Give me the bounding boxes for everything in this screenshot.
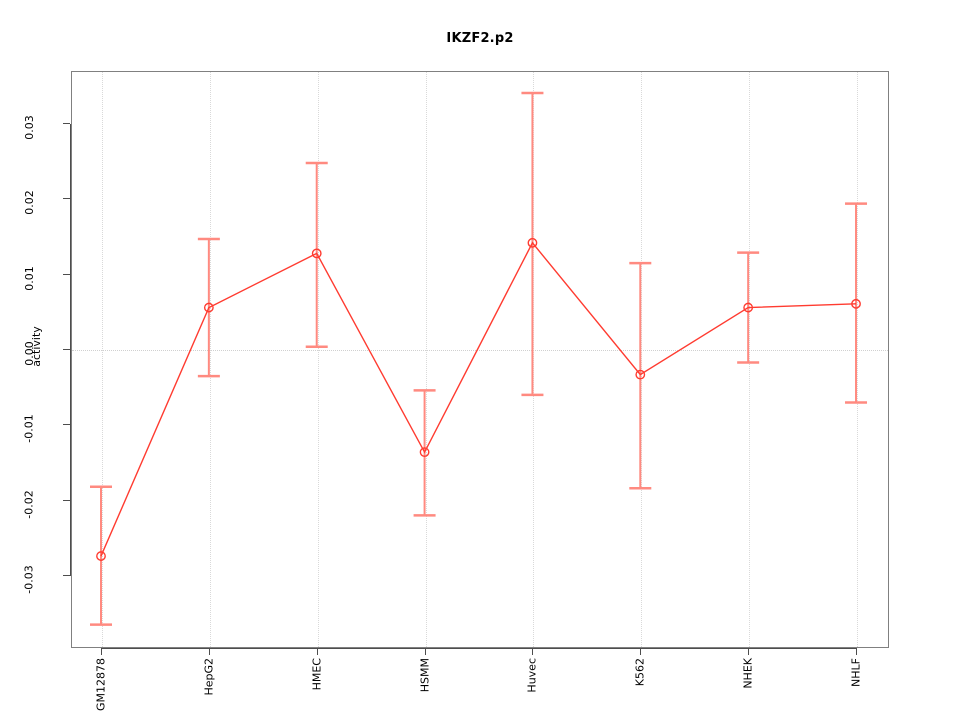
vertical-gridline	[749, 72, 751, 647]
plot-frame	[71, 71, 889, 648]
x-tick	[316, 648, 318, 655]
y-tick-label: 0.01	[22, 265, 36, 291]
vertical-gridline	[317, 72, 319, 647]
x-tick-label-hepg2: HepG2	[202, 658, 216, 696]
y-tick-label: -0.01	[22, 414, 36, 444]
vertical-gridline	[425, 72, 427, 647]
x-tick	[101, 648, 102, 655]
x-tick-label-nhlf: NHLF	[849, 658, 863, 687]
vertical-gridline	[102, 72, 103, 647]
x-axis-line	[101, 648, 857, 649]
y-axis-line	[70, 124, 71, 576]
x-tick	[748, 648, 750, 655]
x-tick-label-huvec: Huvec	[525, 658, 539, 693]
x-tick	[208, 648, 210, 655]
x-tick	[424, 648, 426, 655]
vertical-gridline	[857, 72, 859, 647]
x-tick-label-nhek: NHEK	[741, 658, 755, 689]
vertical-gridline	[209, 72, 211, 647]
vertical-gridline	[641, 72, 643, 647]
y-tick	[63, 424, 70, 426]
x-tick-label-gm12878: GM12878	[94, 658, 108, 712]
y-tick	[63, 574, 70, 576]
x-tick-label-k562: K562	[633, 658, 647, 687]
x-tick	[640, 648, 642, 655]
y-tick	[63, 123, 70, 125]
y-tick-label: -0.03	[22, 565, 36, 594]
x-tick	[856, 648, 858, 655]
zero-gridline	[72, 350, 888, 351]
y-tick-label: 0.02	[22, 190, 36, 216]
vertical-gridline	[533, 72, 535, 647]
y-tick-label: 0.03	[22, 115, 36, 140]
page-title: IKZF2.p2	[446, 31, 514, 46]
y-tick	[63, 273, 70, 275]
y-tick-label: -0.02	[22, 489, 36, 519]
x-tick-label-hmec: HMEC	[310, 658, 324, 691]
y-tick	[63, 349, 70, 350]
y-tick	[63, 499, 70, 501]
x-tick-label-hsmm: HSMM	[418, 658, 432, 693]
y-tick-label: 0.00	[22, 341, 36, 366]
x-tick	[532, 648, 534, 655]
y-tick	[63, 198, 70, 200]
